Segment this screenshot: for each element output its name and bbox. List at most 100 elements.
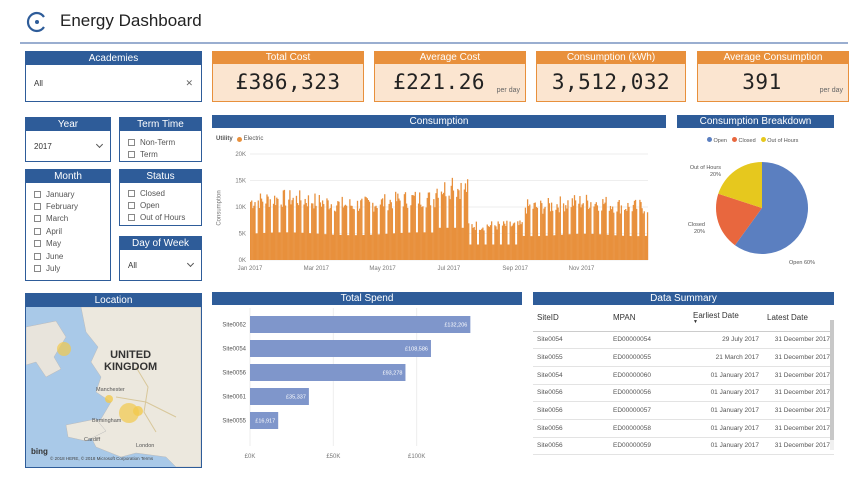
checkbox-month[interactable]: June xyxy=(26,250,110,262)
option-label: April xyxy=(46,226,63,236)
map-city-label: Cardiff xyxy=(84,437,101,443)
table-cell: 01 January 2017 xyxy=(689,401,763,420)
consumption-bar xyxy=(284,205,287,260)
academies-dropdown[interactable]: All ✕ xyxy=(26,65,201,101)
consumption-bar xyxy=(572,205,575,260)
table-cell: Site0054 xyxy=(533,366,609,385)
checkbox-month[interactable]: March xyxy=(26,213,110,225)
table-row[interactable]: Site0056 ED00000056 01 January 2017 31 Dece… xyxy=(533,384,834,403)
consumption-bar xyxy=(386,233,388,260)
table-row[interactable]: Site0054 ED00000060 01 January 2017 31 Dece… xyxy=(533,366,834,385)
checkbox-open[interactable]: Open xyxy=(120,199,201,211)
panel-title: Location xyxy=(26,294,201,307)
table-header-row: SiteID MPAN Earliest Date ▼ Latest Date xyxy=(533,305,834,332)
spend-bar[interactable] xyxy=(250,412,279,429)
checkbox-out-of-hours[interactable]: Out of Hours xyxy=(120,212,201,224)
consumption-bar xyxy=(554,235,556,260)
consumption-bar xyxy=(296,203,299,260)
dropdown-value: All xyxy=(34,78,43,88)
consumption-bar xyxy=(438,227,440,260)
consumption-bar xyxy=(367,200,370,260)
consumption-bar xyxy=(265,203,267,260)
consumption-bar xyxy=(574,200,577,260)
consumption-bar xyxy=(638,236,640,260)
option-label: Out of Hours xyxy=(140,213,186,223)
consumption-bar xyxy=(500,244,503,260)
consumption-bar xyxy=(540,200,542,260)
checkbox-month[interactable]: July xyxy=(26,262,110,274)
table-row[interactable]: Site0056 ED00000058 01 January 2017 31 Dece… xyxy=(533,419,834,438)
consumption-bar xyxy=(254,202,256,260)
consumption-bar xyxy=(523,235,525,260)
day-of-week-dropdown[interactable]: All xyxy=(120,250,201,280)
option-label: June xyxy=(46,251,64,261)
consumption-bar xyxy=(401,232,403,260)
consumption-bar xyxy=(300,200,302,260)
consumption-bar xyxy=(499,244,501,260)
table-cell: 31 December 2017 xyxy=(763,401,834,420)
spend-bar[interactable] xyxy=(250,316,471,333)
consumption-bar xyxy=(546,235,548,260)
checkbox-month[interactable]: February xyxy=(26,200,110,212)
checkbox-month[interactable]: May xyxy=(26,238,110,250)
consumption-bar xyxy=(513,222,516,260)
consumption-bar xyxy=(646,212,649,260)
consumption-bar xyxy=(560,234,563,260)
column-header[interactable]: MPAN xyxy=(609,305,689,332)
table-row[interactable]: Site0056 ED00000057 01 January 2017 31 Dece… xyxy=(533,401,834,420)
map-label-line: UNITED xyxy=(110,349,152,361)
spend-bar[interactable] xyxy=(250,388,309,405)
consumption-bar xyxy=(609,205,612,260)
table-row[interactable]: Site0055 ED00000055 21 March 2017 31 Decemb… xyxy=(533,348,834,367)
consumption-bar xyxy=(433,199,435,260)
checkbox-closed[interactable]: Closed xyxy=(120,187,201,199)
spend-bar[interactable] xyxy=(250,340,431,357)
consumption-bar xyxy=(379,204,382,260)
checkbox-month[interactable]: January xyxy=(26,188,110,200)
clear-selection-icon[interactable]: ✕ xyxy=(185,77,193,88)
consumption-bar xyxy=(415,232,418,260)
spend-bar[interactable] xyxy=(250,364,406,381)
consumption-bar xyxy=(396,201,398,260)
year-dropdown[interactable]: 2017 xyxy=(26,131,110,161)
consumption-bar xyxy=(276,197,278,260)
consumption-bar xyxy=(468,223,470,260)
pie-slice[interactable] xyxy=(734,162,808,254)
checkbox-non-term[interactable]: Non-Term xyxy=(120,136,201,148)
consumption-bar xyxy=(626,210,628,260)
kpi-consumption: Consumption (kWh) 3,512,032 xyxy=(536,51,686,102)
column-header[interactable]: SiteID xyxy=(533,305,609,332)
checkbox-icon xyxy=(128,138,135,146)
location-map-panel: Location UNITED KINGDOM Manchester Birmi… xyxy=(25,293,202,468)
table-cell: 01 January 2017 xyxy=(689,366,763,385)
scrollbar[interactable] xyxy=(830,320,834,450)
checkbox-term[interactable]: Term xyxy=(120,148,201,160)
table-cell: Site0056 xyxy=(533,401,609,420)
table-row[interactable]: Site0054 ED00000054 29 July 2017 31 Decembe… xyxy=(533,331,834,350)
chart-title: Consumption Breakdown xyxy=(677,115,834,128)
table-row[interactable]: Site0056 ED00000059 01 January 2017 31 Dece… xyxy=(533,437,834,456)
column-header[interactable]: Latest Date xyxy=(763,305,834,332)
consumption-bar xyxy=(377,234,379,260)
consumption-bar xyxy=(461,227,463,260)
pie-slice[interactable] xyxy=(718,162,762,208)
consumption-bar xyxy=(608,210,611,260)
checkbox-icon xyxy=(34,215,41,223)
data-summary-panel: Data Summary SiteID MPAN Earliest Date ▼ … xyxy=(533,292,834,456)
consumption-bar xyxy=(618,200,620,260)
legend-open: Open xyxy=(707,137,727,144)
month-slicer: Month January February March April May June Ju… xyxy=(25,169,111,281)
consumption-bar xyxy=(357,210,360,260)
checkbox-month[interactable]: April xyxy=(26,225,110,237)
consumption-bar xyxy=(579,196,581,260)
pie-label-pct: 20% xyxy=(693,229,705,235)
pie-label-text: Out of Hours xyxy=(689,165,721,171)
column-header-sorted[interactable]: Earliest Date ▼ xyxy=(689,305,763,332)
option-label: March xyxy=(46,214,69,224)
consumption-bar xyxy=(484,244,486,260)
consumption-bar xyxy=(311,203,313,260)
pie-slice[interactable] xyxy=(716,193,762,246)
consumption-bar xyxy=(614,235,616,260)
map[interactable]: UNITED KINGDOM Manchester Birmingham Car… xyxy=(26,307,201,467)
consumption-bar xyxy=(612,206,614,260)
